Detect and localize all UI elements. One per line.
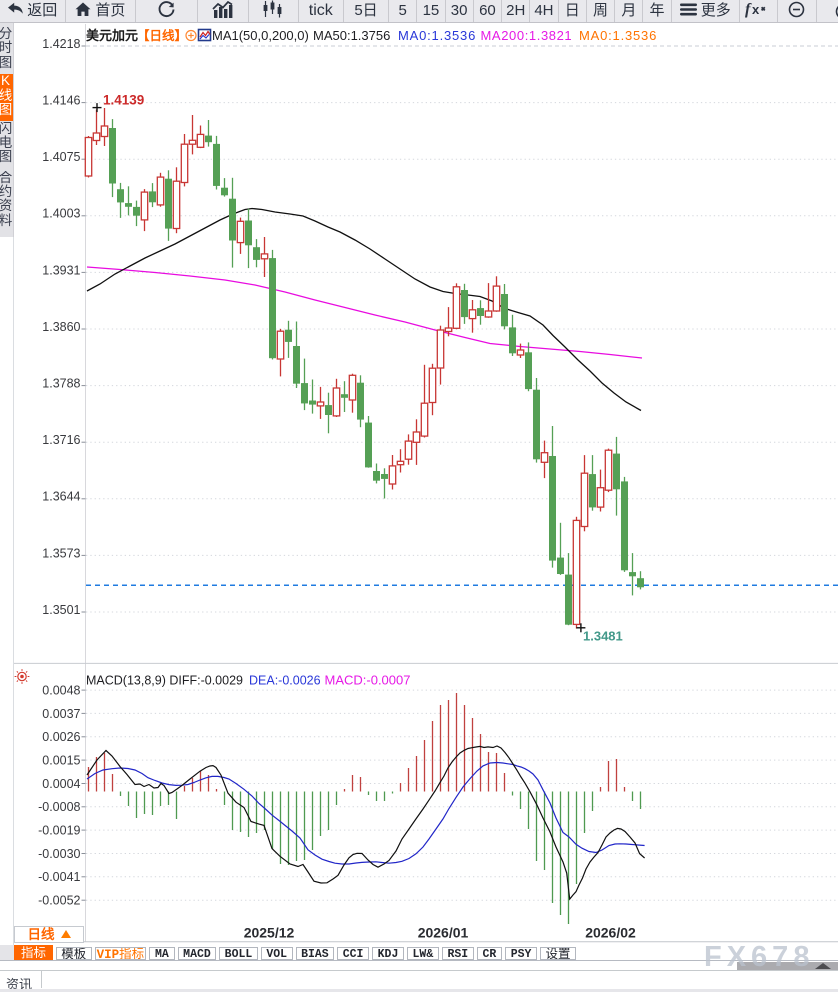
svg-text:1.4003: 1.4003 — [42, 207, 80, 221]
svg-text:1.3788: 1.3788 — [42, 377, 80, 391]
svg-text:美元加元: 美元加元 — [86, 28, 138, 43]
svg-text:-0.0030: -0.0030 — [38, 847, 80, 861]
svg-text:MA0:1.3536: MA0:1.3536 — [579, 28, 657, 43]
svg-text:MA200:1.3821: MA200:1.3821 — [481, 28, 573, 43]
svg-text:-0.0052: -0.0052 — [38, 894, 80, 908]
svg-text:2026/01: 2026/01 — [418, 925, 469, 941]
svg-text:0.0037: 0.0037 — [42, 707, 80, 721]
svg-text:1.4146: 1.4146 — [42, 94, 80, 108]
svg-text:MA50:1.3756: MA50:1.3756 — [313, 28, 390, 43]
svg-text:f: f — [745, 1, 752, 18]
svg-text:-0.0008: -0.0008 — [38, 800, 80, 814]
svg-text:1.3501: 1.3501 — [42, 603, 80, 617]
svg-text:1.3716: 1.3716 — [42, 433, 80, 447]
svg-text:1.4075: 1.4075 — [42, 150, 80, 164]
svg-text:MACD(13,8,9) DIFF:-0.0029: MACD(13,8,9) DIFF:-0.0029 — [86, 674, 243, 688]
svg-text:-0.0041: -0.0041 — [38, 870, 80, 884]
svg-text:MA0:1.3536: MA0:1.3536 — [398, 28, 476, 43]
svg-text:【日线】: 【日线】 — [137, 28, 187, 43]
svg-text:1.3860: 1.3860 — [42, 320, 80, 334]
svg-text:0.0048: 0.0048 — [42, 684, 80, 698]
svg-text:1.4139: 1.4139 — [103, 93, 144, 108]
svg-text:1.3931: 1.3931 — [42, 263, 80, 277]
svg-text:2026/02: 2026/02 — [585, 925, 636, 941]
svg-text:DEA:-0.0026: DEA:-0.0026 — [249, 674, 321, 688]
svg-text:-0.0019: -0.0019 — [38, 824, 80, 838]
svg-text:2025/12: 2025/12 — [244, 925, 295, 941]
svg-text:0.0004: 0.0004 — [42, 777, 80, 791]
svg-text:MA1(50,0,200,0): MA1(50,0,200,0) — [212, 28, 309, 43]
svg-text:1.3573: 1.3573 — [42, 546, 80, 560]
svg-text:0.0015: 0.0015 — [42, 754, 80, 768]
svg-text:1.4218: 1.4218 — [42, 37, 80, 51]
svg-text:1.3644: 1.3644 — [42, 490, 80, 504]
svg-text:1.3481: 1.3481 — [583, 629, 623, 644]
svg-text:0.0026: 0.0026 — [42, 730, 80, 744]
svg-text:MACD:-0.0007: MACD:-0.0007 — [325, 673, 411, 688]
svg-text:x: x — [752, 2, 760, 17]
